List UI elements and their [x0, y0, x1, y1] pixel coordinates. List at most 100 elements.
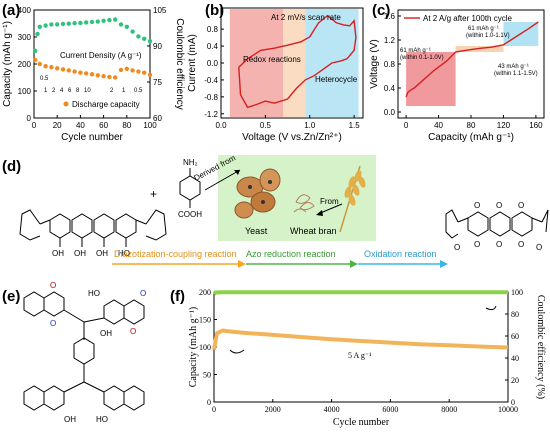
chart-a-rate-label: 2: [110, 88, 114, 94]
chart-c-ytick-label: 1.6: [384, 12, 396, 21]
panel-b: (b) 0.0 0.5 1.0 1.5 -1.2 -0.8 -0.4 0.0 0.4 0.8 Vol…: [185, 0, 370, 150]
chart-c-ytick-label: 0.8: [384, 60, 396, 69]
chart-a-cap-point: [142, 70, 147, 75]
chart-a-rate-label: 10: [84, 88, 91, 94]
chart-b-xtick-label: 1.5: [349, 121, 361, 130]
chart-c-ytick-label: 1.2: [384, 36, 396, 45]
chart-a-ytick-label: 200: [18, 60, 32, 69]
chart-b-redox-label: Redox reactions: [243, 55, 301, 64]
chart-a-ytick-label: 300: [18, 33, 32, 42]
chart-b-xlabel: Voltage (V vs.Zn/Zn²⁺): [242, 132, 342, 143]
arrow-step3-head: [440, 260, 448, 268]
chart-b-xtick-label: 0.0: [215, 121, 227, 130]
chart-f-ytick-right-label: 40: [511, 354, 519, 363]
chart-c-xtick-label: 0: [404, 121, 409, 130]
oh-label-2: OH: [74, 249, 86, 258]
chart-b-ylabel: Current (mA): [187, 34, 198, 92]
panel-d-label: (d): [2, 158, 22, 175]
o-label-2: O: [496, 201, 502, 210]
chart-a-ytick-right-label: 60: [153, 114, 162, 123]
chart-f-rate-label: 5 A g⁻¹: [348, 351, 372, 360]
plus-sign: +: [150, 187, 157, 201]
chart-f-ytick-right-label: 60: [511, 332, 519, 341]
oh-label-1: OH: [52, 249, 64, 258]
chart-a-xtick-label: 60: [99, 121, 108, 130]
chart-f-capacity-line: [212, 328, 509, 351]
chart-a-ce-point: [78, 20, 83, 26]
step3-label: Oxidation reaction: [364, 249, 437, 259]
chart-b-region: [283, 9, 306, 117]
chart-f-ytick-label: 50: [203, 371, 211, 380]
chart-a-rate-label: 0.5: [40, 76, 49, 82]
chart-a-rate-label: 1: [44, 88, 48, 94]
chart-b-region: [229, 9, 284, 117]
e-o-3: O: [140, 289, 146, 298]
chart-c-r2: 61 mAh g⁻¹: [468, 26, 499, 32]
o-label-3: O: [518, 201, 524, 210]
chart-a-ytick-right-label: 75: [153, 78, 162, 87]
chart-a-cap-point: [95, 73, 101, 78]
chart-a-ce-point: [101, 18, 106, 23]
panel-f: (f) 0 2000 4000 6000 8000 10000 0 50 100 150 200 0 2…: [168, 278, 550, 436]
panel-d: (d) OH OH OH HO + NH: [0, 152, 550, 272]
yeast-label: Yeast: [245, 226, 268, 236]
calixarene-reactant: OH OH OH HO: [19, 209, 167, 258]
chart-a-ce-point: [130, 29, 135, 34]
chart-c-r2b: (within 1.0-1.1V): [466, 33, 510, 39]
chart-f-xtick-label: 4000: [324, 405, 340, 414]
chart-a-rate-label: 4: [60, 88, 64, 94]
chart-c-xtick-label: 40: [434, 121, 443, 130]
chart-a-rate-label: 0.5: [134, 88, 143, 94]
oh-label-3: OH: [96, 249, 108, 258]
chart-a-cap-point: [66, 68, 72, 73]
chart-a: 0 20 40 60 80 100 0 100 200 300 400 60 75 90 105 Cycle …: [2, 6, 185, 143]
chart-a-xtick-label: 80: [122, 121, 131, 130]
e-oh-1: OH: [100, 329, 112, 338]
chart-a-rate-label: 2: [52, 88, 56, 94]
structure-e: O O HO OH O O OH HO: [23, 281, 146, 424]
chart-a-cap-point: [49, 65, 54, 70]
wheat-bran-label: Wheat bran: [290, 226, 337, 236]
chart-a-ytick-label: 400: [18, 6, 32, 15]
panel-e-label: (e): [2, 288, 21, 305]
cooh-label: COOH: [178, 210, 202, 219]
chart-a-current-density: Current Density (A g⁻¹): [60, 51, 142, 60]
o-label-6: O: [518, 240, 524, 249]
chart-c-xlabel: Capacity (mAh g⁻¹): [428, 132, 514, 143]
e-ho-2: HO: [96, 415, 108, 424]
chart-b-ytick-label: 0.0: [207, 59, 219, 68]
panel-e: (e) O O HO OH O O OH HO: [0, 278, 170, 436]
chart-f-xtick-label: 6000: [382, 405, 398, 414]
chart-b: 0.0 0.5 1.0 1.5 -1.2 -0.8 -0.4 0.0 0.4 0.8 Voltage…: [187, 7, 364, 143]
panel-f-label: (f): [170, 288, 185, 305]
derived-arrowhead: [234, 170, 240, 175]
from-label: From: [320, 197, 339, 206]
chart-f: 0 2000 4000 6000 8000 10000050100150200020406…: [188, 288, 546, 428]
chart-a-cap-point: [78, 70, 83, 75]
chart-a-ce-point: [136, 34, 141, 39]
chart-a-xtick-label: 0: [32, 121, 37, 130]
chart-b-cv-curve: [238, 14, 357, 109]
chart-a-xtick-label: 40: [76, 121, 85, 130]
chart-a-cap-point: [60, 67, 66, 72]
chart-c-curve: [405, 21, 539, 98]
chart-a-ce-point: [35, 31, 40, 37]
chart-f-arrow-left: [229, 349, 245, 354]
wheat-icon: [339, 165, 366, 233]
chart-c-r1: 61 mAh g⁻¹: [400, 48, 431, 54]
chart-a-ytick-label: 100: [18, 87, 32, 96]
chart-c-r1b: (within 0.1-1.0V): [400, 55, 444, 61]
chart-f-xtick-label: 8000: [441, 405, 457, 414]
chart-b-ytick-label: -0.4: [204, 76, 218, 85]
chart-a-cap-point: [147, 72, 153, 78]
chart-a-ce-point: [84, 20, 89, 25]
chart-a-ce-point: [43, 23, 48, 28]
chart-b-xtick-label: 0.5: [260, 121, 272, 130]
chart-a-cap-point: [124, 66, 129, 72]
chart-a-ytick-right-label: 105: [153, 6, 167, 15]
o-label-4: O: [474, 240, 480, 249]
chart-f-arrow-right: [485, 305, 497, 311]
chart-a-ce-point: [72, 21, 77, 26]
e-ho-1: HO: [88, 289, 100, 298]
o-label-1: O: [474, 201, 480, 210]
